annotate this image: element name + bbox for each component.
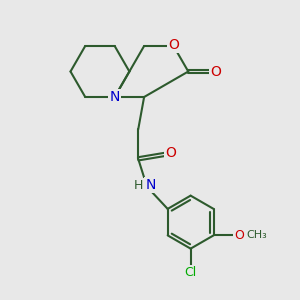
Text: N: N <box>110 90 120 104</box>
Text: H: H <box>134 179 143 192</box>
Text: O: O <box>234 229 244 242</box>
Text: Cl: Cl <box>184 266 197 279</box>
Text: N: N <box>146 178 156 192</box>
Text: O: O <box>165 146 176 160</box>
Text: O: O <box>168 38 179 52</box>
Text: O: O <box>210 64 221 79</box>
Text: CH₃: CH₃ <box>247 230 267 240</box>
